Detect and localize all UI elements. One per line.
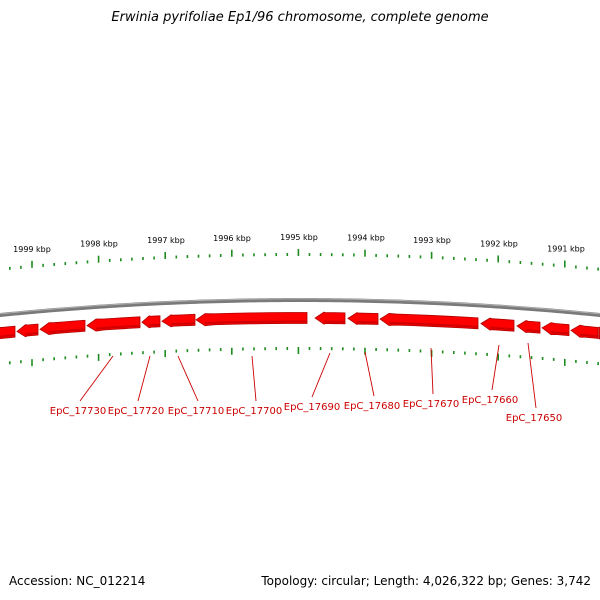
gene-leader-line bbox=[79, 355, 114, 402]
gene-shading bbox=[388, 321, 479, 328]
gene-label: EpC_17670 bbox=[403, 399, 459, 410]
gene-label: EpC_17680 bbox=[344, 401, 400, 412]
gene-arrow bbox=[39, 319, 86, 336]
ruler-label: 1994 kbp bbox=[347, 234, 385, 243]
ruler-label: 1998 kbp bbox=[80, 240, 118, 249]
gene-leader-line bbox=[491, 344, 500, 391]
gene-label: EpC_17660 bbox=[462, 395, 518, 406]
gene-leader-line bbox=[527, 342, 537, 409]
map-title: Erwinia pyrifoliae Ep1/96 chromosome, co… bbox=[111, 10, 489, 25]
gene-leader-line bbox=[364, 351, 375, 397]
gene-leader-line bbox=[177, 355, 199, 402]
gene-label: EpC_17650 bbox=[506, 413, 562, 424]
gene-shading bbox=[0, 334, 16, 338]
gene-label: EpC_17720 bbox=[108, 406, 164, 417]
gene-shading bbox=[489, 326, 515, 331]
gene-leader-line bbox=[251, 355, 257, 402]
genome-backbone bbox=[0, 298, 600, 318]
gene-shading bbox=[204, 320, 308, 325]
gene-leader-line bbox=[311, 352, 331, 398]
ruler-label: 1992 kbp bbox=[480, 240, 518, 249]
ruler-label: 1991 kbp bbox=[547, 245, 585, 254]
gene-shading bbox=[550, 331, 570, 335]
ruler-label: 1997 kbp bbox=[147, 236, 185, 245]
gene-leader-line bbox=[430, 347, 434, 395]
gene-arrow bbox=[86, 316, 141, 332]
gene-shading bbox=[579, 333, 599, 338]
gene-label: EpC_17730 bbox=[50, 406, 106, 417]
genome-backbone-highlight bbox=[0, 298, 600, 315]
ruler-label: 1996 kbp bbox=[213, 234, 251, 243]
gene-shading bbox=[25, 332, 39, 336]
gene-leader-line bbox=[137, 355, 151, 402]
gene-shading bbox=[95, 324, 141, 330]
gene-arrow bbox=[0, 325, 16, 340]
gene-shading bbox=[525, 329, 541, 333]
gene-shading bbox=[48, 328, 86, 334]
genome-summary-label: Topology: circular; Length: 4,026,322 bp… bbox=[261, 574, 591, 588]
accession-label: Accession: NC_012214 bbox=[9, 574, 146, 588]
gene-label: EpC_17710 bbox=[168, 406, 224, 417]
ruler-label: 1999 kbp bbox=[13, 245, 51, 254]
gene-shading bbox=[170, 322, 196, 326]
ruler-label: 1993 kbp bbox=[413, 236, 451, 245]
gene-shading bbox=[149, 323, 161, 327]
ruler-label: 1995 kbp bbox=[280, 233, 318, 242]
gene-label: EpC_17700 bbox=[226, 406, 282, 417]
gene-label: EpC_17690 bbox=[284, 402, 340, 413]
